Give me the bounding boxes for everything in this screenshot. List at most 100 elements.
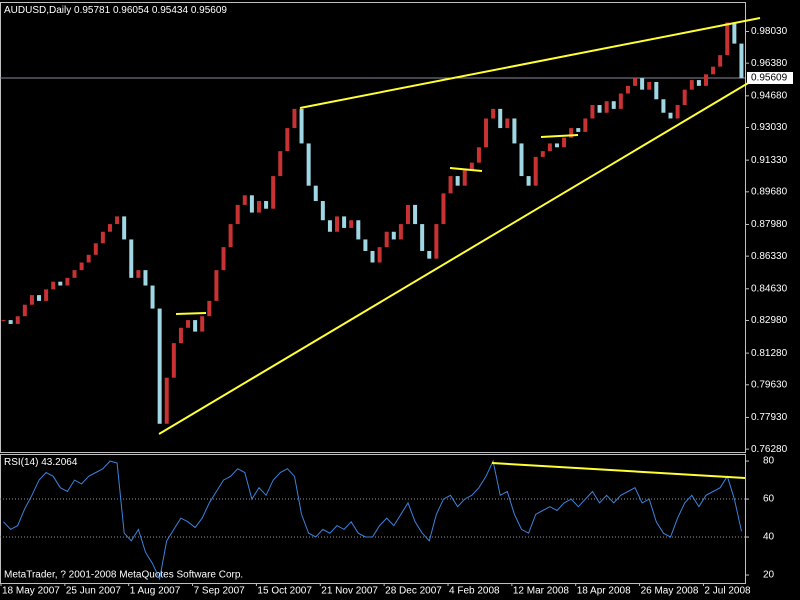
candle <box>576 128 581 132</box>
candle <box>228 224 233 248</box>
y-tick-label: 0.91330 <box>751 155 788 166</box>
candle <box>299 108 304 144</box>
candle <box>129 239 134 278</box>
candle <box>703 74 708 86</box>
candle <box>186 320 191 328</box>
candle <box>107 224 112 232</box>
candle <box>661 99 666 113</box>
trend-line <box>175 312 207 315</box>
candle <box>718 55 723 67</box>
candle <box>391 231 396 240</box>
candle <box>498 108 503 129</box>
candle <box>349 220 354 228</box>
candle <box>611 101 616 109</box>
candle <box>363 239 368 251</box>
y-tick-label: 0.96380 <box>751 58 788 69</box>
footer: MetaTrader, ? 2001-2008 MetaQuotes Softw… <box>4 570 243 581</box>
y-tick-label: 0.77930 <box>751 412 788 423</box>
candle <box>242 195 247 205</box>
candle <box>441 193 446 225</box>
candle <box>562 137 567 148</box>
candle <box>264 201 269 209</box>
candle <box>178 327 183 344</box>
candle <box>15 316 20 324</box>
candle <box>682 89 687 106</box>
trend-line <box>491 462 746 479</box>
candle <box>540 151 545 157</box>
candle <box>476 147 481 163</box>
candle <box>271 176 276 209</box>
open: 0.95781 <box>74 5 111 16</box>
candle <box>356 220 361 240</box>
candle <box>278 151 283 177</box>
candle <box>143 270 148 286</box>
candle <box>569 128 574 138</box>
candle <box>65 277 70 286</box>
trend-line <box>449 167 483 172</box>
candle <box>625 85 630 94</box>
candle <box>100 231 105 244</box>
candle <box>157 308 162 424</box>
trend-line <box>158 75 761 435</box>
candle <box>171 343 176 378</box>
y-tick-label: 0.86330 <box>751 251 788 262</box>
candle <box>420 224 425 251</box>
rsi-title: RSI(14) <box>4 457 38 468</box>
x-tick-label: 25 Jun 2007 <box>66 586 121 597</box>
candle <box>633 78 638 86</box>
chart-header: AUDUSD,Daily 0.95781 0.96054 0.95434 0.9… <box>4 5 227 16</box>
symbol: AUDUSD,Daily <box>4 5 71 16</box>
candle <box>44 289 49 301</box>
candle <box>647 81 652 90</box>
y-tick-label: 0.87980 <box>751 219 788 230</box>
candle <box>732 22 737 44</box>
rsi-value: 43.2064 <box>41 457 78 468</box>
candle <box>519 143 524 177</box>
x-tick-label: 7 Sep 2007 <box>194 586 246 597</box>
candle <box>455 176 460 186</box>
candle <box>689 80 694 90</box>
candle <box>739 43 744 79</box>
candle <box>469 162 474 171</box>
x-tick-label: 28 Dec 2007 <box>385 586 442 597</box>
candle <box>115 216 120 225</box>
candle <box>668 112 673 119</box>
candle <box>427 250 432 259</box>
rsi-y-tick-label: 60 <box>763 494 775 505</box>
x-tick-label: 12 Mar 2008 <box>513 586 570 597</box>
x-tick-label: 4 Feb 2008 <box>449 586 500 597</box>
y-tick-label: 0.94680 <box>751 90 788 101</box>
candle <box>122 216 127 240</box>
candle <box>51 281 56 290</box>
high: 0.96054 <box>113 5 150 16</box>
candle <box>285 128 290 152</box>
y-tick-label: 0.98030 <box>751 26 788 37</box>
candle <box>136 270 141 278</box>
candle <box>207 300 212 317</box>
candle <box>86 254 91 263</box>
candle <box>384 231 389 248</box>
x-tick-label: 26 May 2008 <box>641 586 699 597</box>
candle <box>93 243 98 255</box>
rsi-line <box>3 459 742 581</box>
candle <box>72 270 77 278</box>
trend-line <box>299 17 761 109</box>
price-label: 0.95609 <box>751 73 788 84</box>
x-tick-label: 2 Jul 2008 <box>704 586 751 597</box>
candle <box>79 262 84 271</box>
trend-line <box>540 134 579 138</box>
rsi-y-tick-label: 40 <box>763 532 775 543</box>
candle <box>200 316 205 332</box>
candle <box>505 118 510 129</box>
rsi-frame <box>0 454 746 584</box>
candle <box>150 285 155 309</box>
candle <box>214 270 219 301</box>
candle <box>37 295 42 301</box>
candle <box>604 101 609 113</box>
x-tick-label: 21 Nov 2007 <box>321 586 378 597</box>
candle <box>413 204 418 225</box>
candle <box>711 66 716 75</box>
candle <box>491 108 496 119</box>
